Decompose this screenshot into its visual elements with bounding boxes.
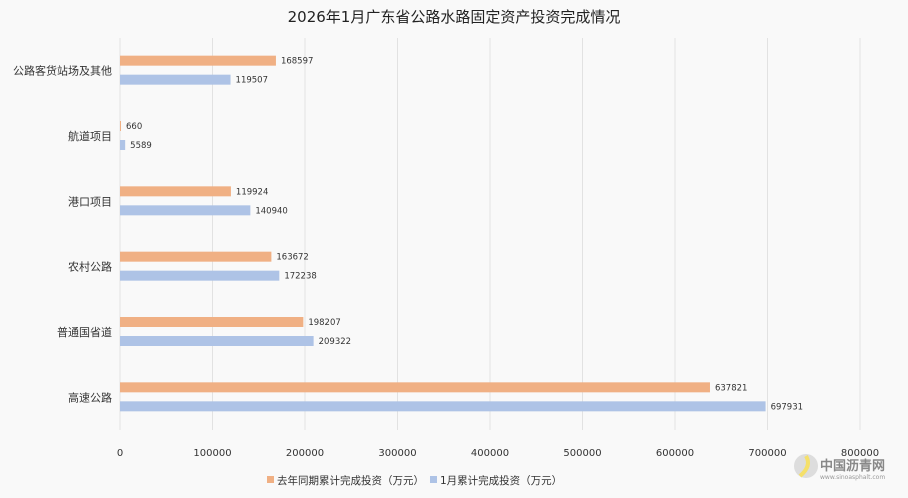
data-label: 168597: [281, 57, 313, 67]
bar-january: [120, 140, 126, 150]
bar-last-year: [120, 121, 121, 131]
x-tick-label: 0: [117, 448, 123, 459]
grid: [119, 38, 861, 430]
bar-january: [120, 336, 314, 346]
bar-january: [120, 74, 231, 85]
bar-last-year: [120, 186, 231, 197]
category-label: 航道项目: [68, 129, 112, 143]
watermark-name: 中国沥青网: [820, 458, 885, 474]
watermark-url: www.sinoasphalt.com: [820, 474, 885, 481]
watermark-logo: 中国沥青网 www.sinoasphalt.com: [794, 454, 885, 481]
x-tick-label: 300000: [378, 448, 416, 459]
category-label: 港口项目: [68, 195, 112, 208]
chart-title: 2026年1月广东省公路水路固定资产投资完成情况: [288, 8, 621, 26]
legend-swatch: [430, 476, 437, 483]
bar-january: [120, 270, 280, 281]
category-label: 普通国省道: [57, 325, 112, 339]
legend-swatch: [267, 476, 274, 483]
bar-last-year: [120, 317, 304, 327]
bar-last-year: [120, 251, 272, 262]
data-label: 209322: [319, 337, 351, 347]
x-tick-labels: 0 100000 200000 300000 400000 500000 600000 700…: [117, 448, 879, 459]
x-tick-label: 400000: [471, 448, 509, 459]
data-label: 172238: [284, 272, 316, 282]
category-label: 公路客货站场及其他: [13, 64, 112, 78]
data-label: 119507: [236, 76, 268, 86]
data-label: 660: [126, 122, 142, 132]
data-label: 140940: [255, 206, 287, 216]
x-tick-label: 800000: [841, 448, 879, 459]
category-label: 高速公路: [68, 390, 112, 404]
bar-last-year: [120, 382, 710, 393]
category-label: 农村公路: [68, 260, 112, 274]
x-tick-label: 100000: [193, 448, 231, 459]
data-label: 697931: [771, 402, 803, 412]
legend-label: 1月累计完成投资（万元）: [440, 474, 562, 487]
data-label: 119924: [236, 187, 268, 197]
x-tick-label: 700000: [748, 448, 786, 459]
bar-january: [120, 205, 251, 216]
x-tick-label: 200000: [286, 448, 324, 459]
data-label: 637821: [715, 383, 747, 393]
x-tick-label: 500000: [563, 448, 601, 459]
legend: 去年同期累计完成投资（万元） 1月累计完成投资（万元）: [267, 474, 562, 487]
data-label: 163672: [276, 253, 308, 263]
legend-label: 去年同期累计完成投资（万元）: [277, 474, 424, 487]
bar-last-year: [120, 55, 276, 66]
bars: 168597 119507 660 5589 119924 140940 163672 172…: [120, 55, 803, 412]
data-label: 5589: [130, 141, 152, 151]
bar-january: [120, 401, 766, 412]
x-tick-label: 600000: [656, 448, 694, 459]
data-label: 198207: [308, 318, 340, 328]
